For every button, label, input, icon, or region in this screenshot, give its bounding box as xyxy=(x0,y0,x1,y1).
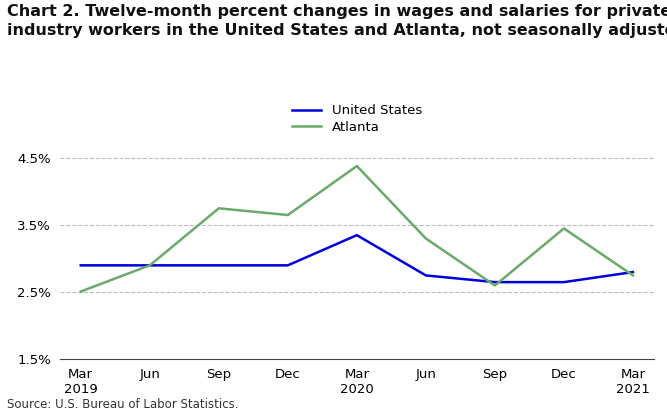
Text: Chart 2. Twelve-month percent changes in wages and salaries for private
industry: Chart 2. Twelve-month percent changes in… xyxy=(7,4,667,38)
Atlanta xyxy=(629,273,637,278)
Atlanta xyxy=(284,213,292,218)
Atlanta xyxy=(491,283,499,288)
United States xyxy=(215,263,223,268)
United States xyxy=(491,280,499,285)
Atlanta xyxy=(353,164,361,169)
United States xyxy=(629,270,637,275)
Line: United States: United States xyxy=(81,235,633,282)
Line: Atlanta: Atlanta xyxy=(81,166,633,292)
United States xyxy=(422,273,430,278)
Atlanta xyxy=(215,206,223,211)
Atlanta xyxy=(422,236,430,241)
Atlanta xyxy=(146,263,154,268)
Atlanta xyxy=(560,226,568,231)
United States xyxy=(284,263,292,268)
United States xyxy=(146,263,154,268)
Atlanta xyxy=(77,289,85,294)
Text: Source: U.S. Bureau of Labor Statistics.: Source: U.S. Bureau of Labor Statistics. xyxy=(7,398,238,411)
United States xyxy=(560,280,568,285)
Legend: United States, Atlanta: United States, Atlanta xyxy=(292,104,422,134)
United States xyxy=(353,233,361,237)
United States xyxy=(77,263,85,268)
